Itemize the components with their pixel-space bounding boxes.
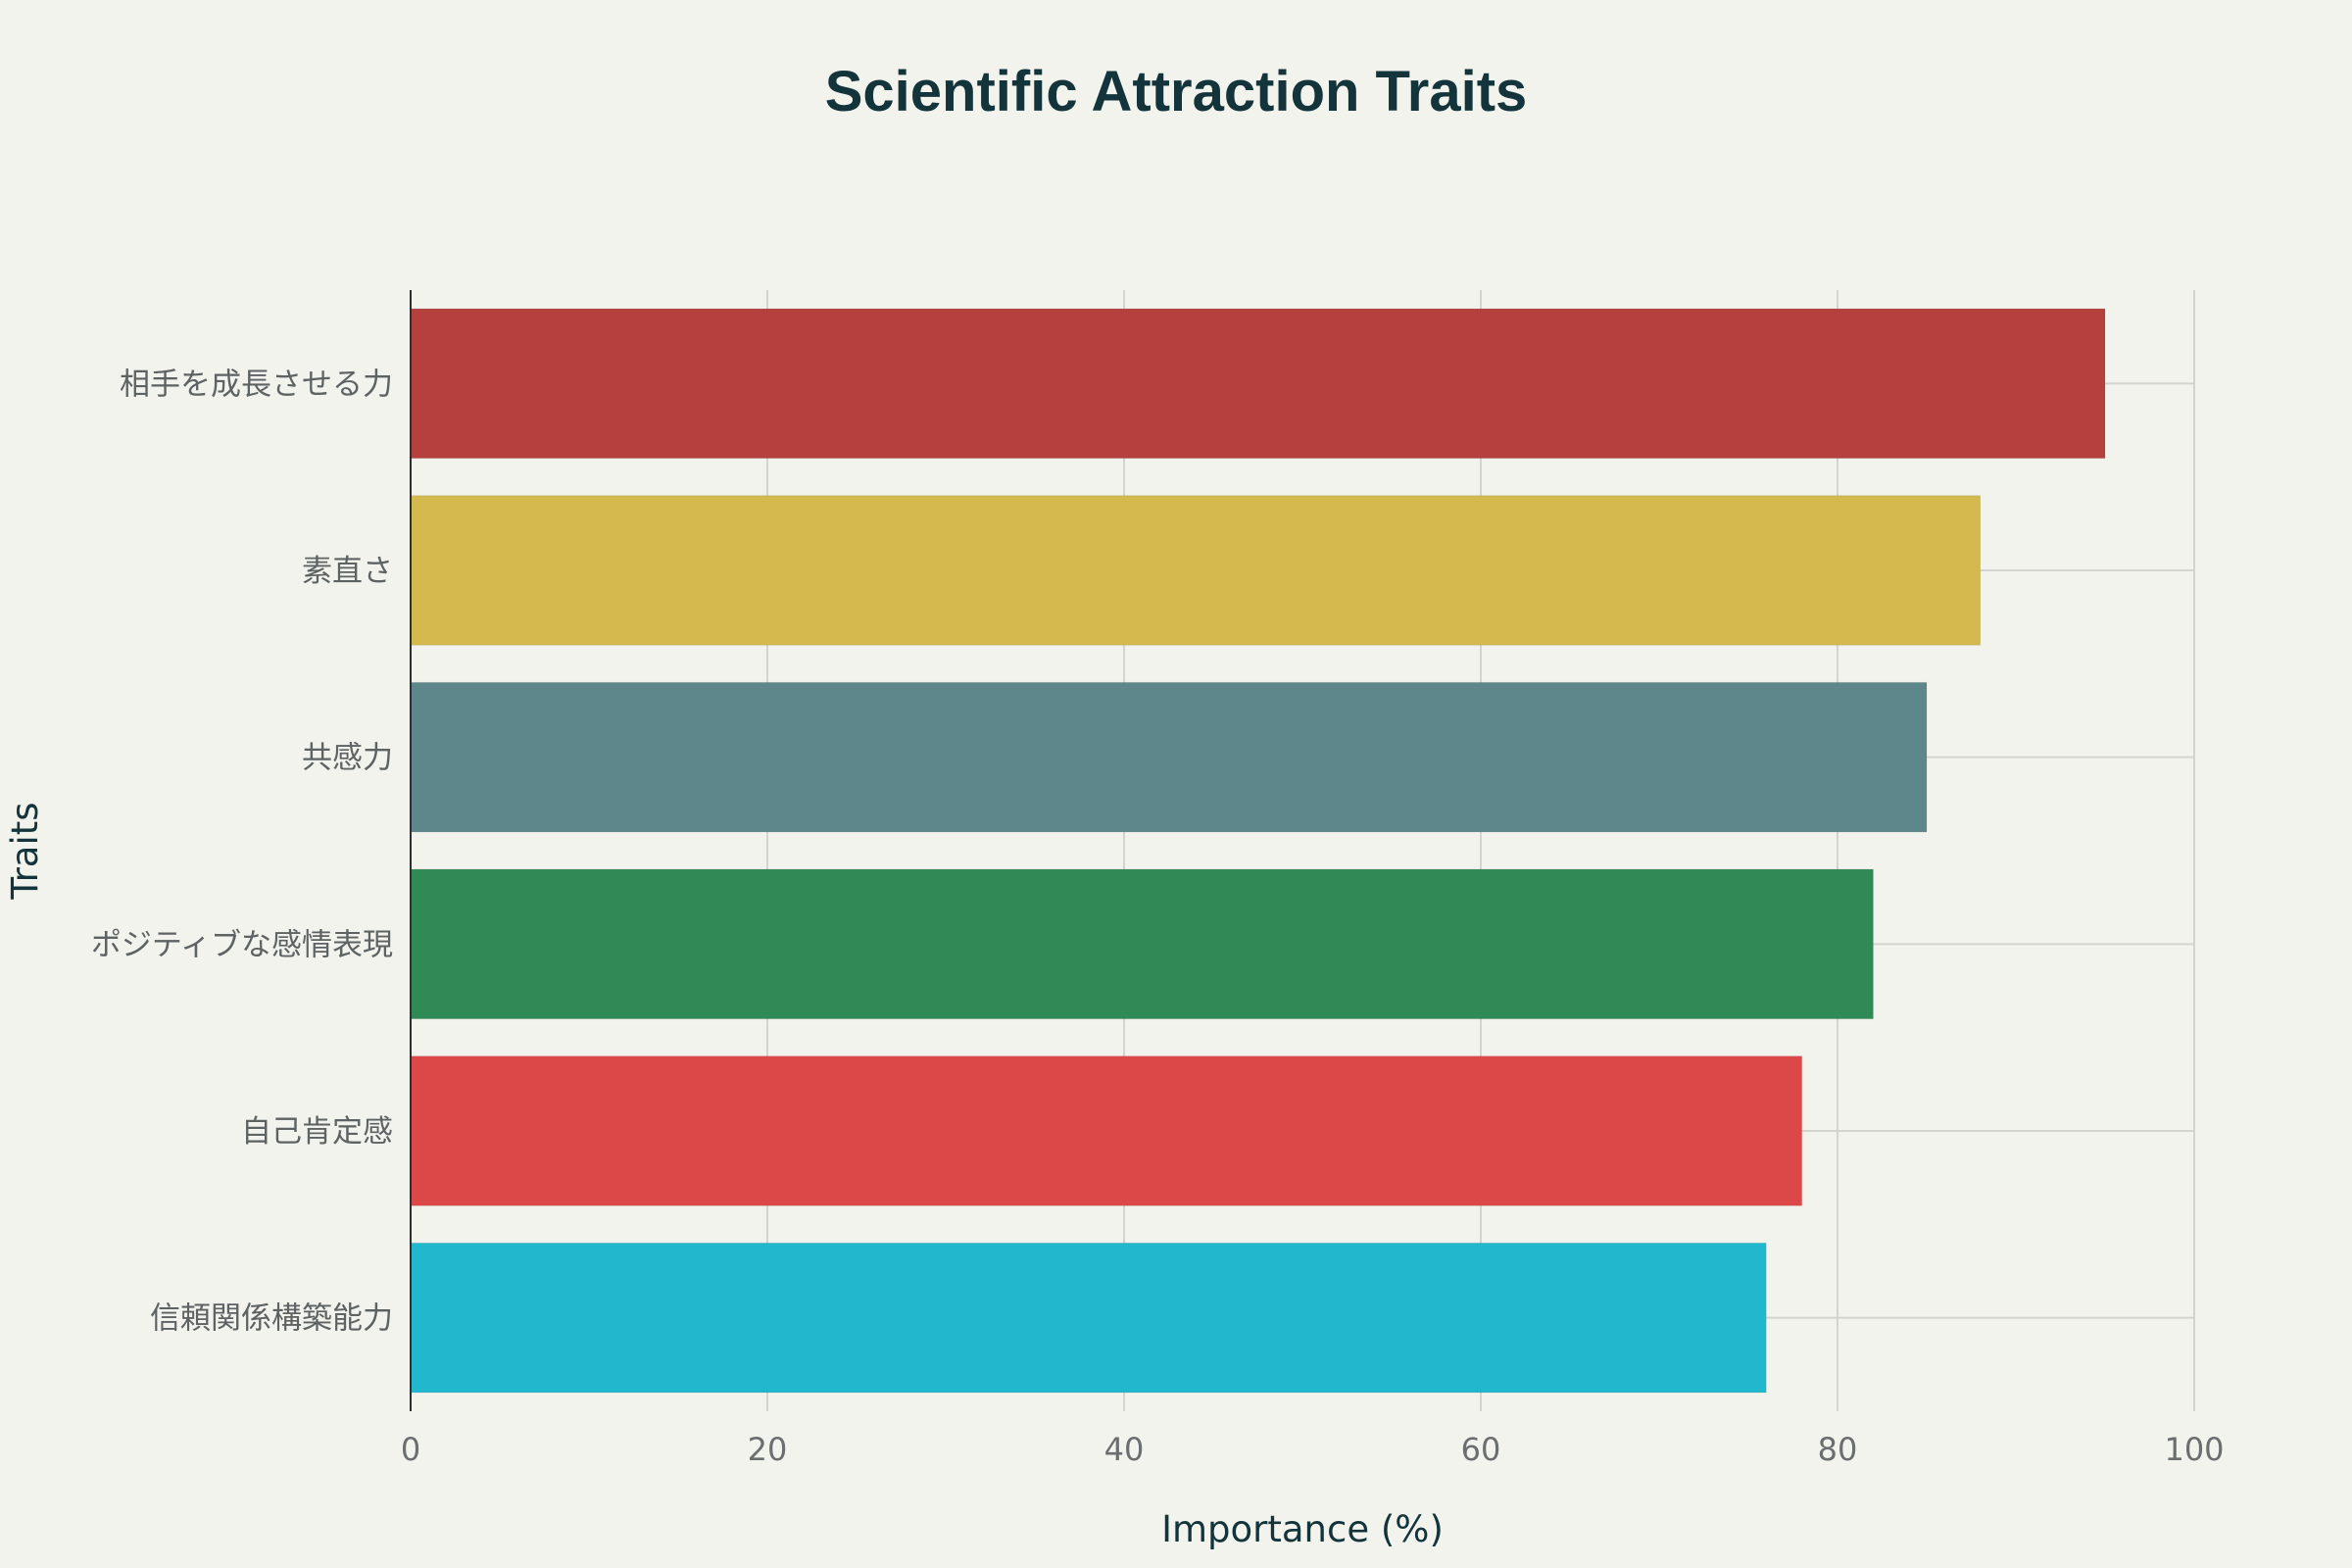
category-label: ポジティブな感情表現 — [91, 927, 393, 962]
bar-1 — [410, 308, 2106, 460]
x-tick-label: 40 — [1104, 1431, 1145, 1468]
x-tick-label: 20 — [748, 1431, 788, 1468]
x-tick-label: 100 — [2164, 1431, 2224, 1468]
category-label: 相手を成長させる力 — [120, 367, 393, 402]
bar-2 — [410, 495, 1982, 646]
x-axis-title: Importance (%) — [1161, 1508, 1444, 1550]
bar-4 — [410, 868, 1874, 1020]
x-tick-label: 80 — [1818, 1431, 1858, 1468]
category-label: 自己肯定感 — [241, 1114, 393, 1150]
category-label: 素直さ — [302, 554, 393, 589]
bar-6 — [410, 1242, 1767, 1394]
category-label: 共感力 — [302, 741, 393, 776]
y-axis-title: Traits — [4, 802, 46, 900]
category-label: 信頼関係構築能力 — [150, 1301, 393, 1337]
chart-title: Scientific Attraction Traits — [824, 60, 1528, 123]
bar-5 — [410, 1055, 1803, 1206]
bar-3 — [410, 681, 1928, 833]
x-tick-label: 0 — [401, 1431, 420, 1468]
x-tick-label: 60 — [1461, 1431, 1501, 1468]
